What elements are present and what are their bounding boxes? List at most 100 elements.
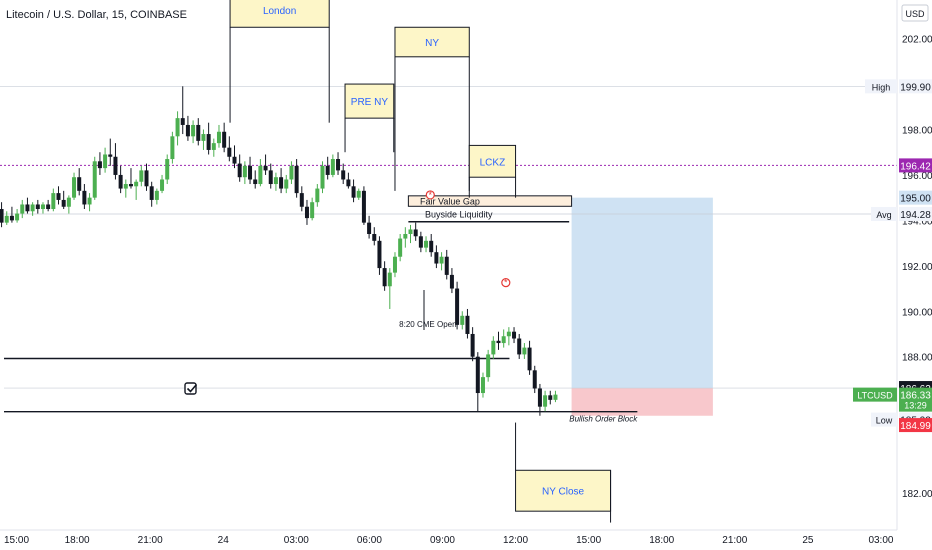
- candle: [154, 188, 159, 205]
- price-axis-tick: 192.00: [902, 262, 932, 273]
- candle: [522, 343, 527, 359]
- candle: [165, 154, 170, 185]
- candle: [35, 199, 40, 214]
- candle-body: [460, 315, 465, 325]
- price-tag-label: Avg: [876, 210, 891, 220]
- candle-body: [543, 395, 548, 407]
- session-box-london: [229, 0, 330, 28]
- candle: [341, 163, 346, 185]
- candle-body: [491, 340, 496, 355]
- candle: [30, 202, 35, 216]
- candle: [175, 111, 180, 146]
- candle: [320, 161, 325, 194]
- candle: [25, 197, 30, 214]
- candle-body: [289, 165, 294, 180]
- candle: [403, 227, 408, 248]
- session-box-ny-close: [515, 469, 612, 512]
- candle: [496, 331, 501, 350]
- candle-body: [180, 118, 185, 125]
- candle: [486, 349, 491, 382]
- candle-body: [553, 394, 558, 400]
- candle: [160, 174, 165, 194]
- price-axis-tick: 198.00: [902, 126, 932, 137]
- fair-value-gap-label: Fair Value Gap: [420, 196, 480, 206]
- candle-body: [113, 156, 118, 175]
- candle: [475, 352, 480, 412]
- currency-box: [901, 4, 929, 22]
- candle-body: [351, 186, 356, 198]
- candle-body: [237, 163, 242, 178]
- candle: [51, 188, 56, 212]
- candle-body: [0, 209, 4, 223]
- candle-body: [517, 338, 522, 355]
- candle: [201, 129, 206, 150]
- price-label-box: [899, 387, 932, 412]
- candle: [439, 252, 444, 271]
- candle-body: [320, 165, 325, 189]
- candle: [232, 145, 237, 169]
- price-axis-tick: 182.00: [902, 489, 932, 500]
- candle-body: [279, 177, 284, 189]
- session-label: London: [263, 6, 296, 17]
- candle-body: [222, 131, 227, 148]
- price-tag-box: [853, 387, 897, 402]
- candle-body: [434, 252, 439, 264]
- candle: [351, 179, 356, 203]
- candle-body: [87, 197, 92, 205]
- candle: [465, 308, 470, 339]
- price-axis-tick: 194.00: [902, 216, 932, 227]
- candle: [15, 209, 20, 223]
- candle-body: [398, 238, 403, 257]
- candle-body: [413, 229, 418, 237]
- candle-body: [455, 288, 460, 325]
- candle: [392, 252, 397, 278]
- candle: [444, 249, 449, 280]
- candle-body: [46, 204, 51, 210]
- candle-body: [356, 190, 361, 198]
- candle: [61, 190, 66, 210]
- candle: [134, 179, 139, 200]
- candle: [263, 154, 268, 175]
- candle-body: [201, 134, 206, 141]
- candle-body: [232, 156, 237, 164]
- candle: [268, 163, 273, 189]
- price-label: 196.42: [900, 161, 931, 172]
- price-label: 184.99: [900, 421, 931, 432]
- candle: [196, 118, 201, 146]
- annotation-label: Bullish Order Block: [569, 414, 638, 423]
- candle-body: [429, 240, 434, 253]
- candle-body: [263, 165, 268, 171]
- session-box-ny: [394, 26, 470, 58]
- chart-title: Litecoin / U.S. Dollar, 15, COINBASE: [6, 9, 187, 21]
- candle-body: [480, 377, 485, 394]
- candle: [237, 154, 242, 182]
- candle: [424, 236, 429, 253]
- price-axis-tick: 196.00: [902, 171, 932, 182]
- candle-body: [377, 240, 382, 269]
- candle: [170, 131, 175, 164]
- candle: [501, 329, 506, 348]
- candle: [4, 211, 9, 225]
- candle-body: [108, 154, 113, 157]
- candle: [279, 168, 284, 194]
- candle-body: [346, 179, 351, 187]
- signal-marker-glyph: *: [429, 190, 433, 200]
- candle-body: [103, 154, 108, 169]
- price-tag-box: [865, 79, 897, 94]
- candle: [82, 184, 87, 210]
- candle-body: [367, 222, 372, 235]
- price-label-countdown: 13:29: [904, 401, 927, 411]
- candle-body: [361, 190, 366, 223]
- candle: [211, 138, 216, 157]
- candle: [299, 186, 304, 212]
- candle: [434, 245, 439, 269]
- candle: [242, 161, 247, 185]
- candle: [449, 268, 454, 294]
- checkbox-icon: [184, 382, 197, 395]
- candle: [180, 86, 185, 135]
- candle-body: [532, 370, 537, 389]
- candle: [336, 152, 341, 175]
- candle: [108, 138, 113, 166]
- candle: [361, 186, 366, 225]
